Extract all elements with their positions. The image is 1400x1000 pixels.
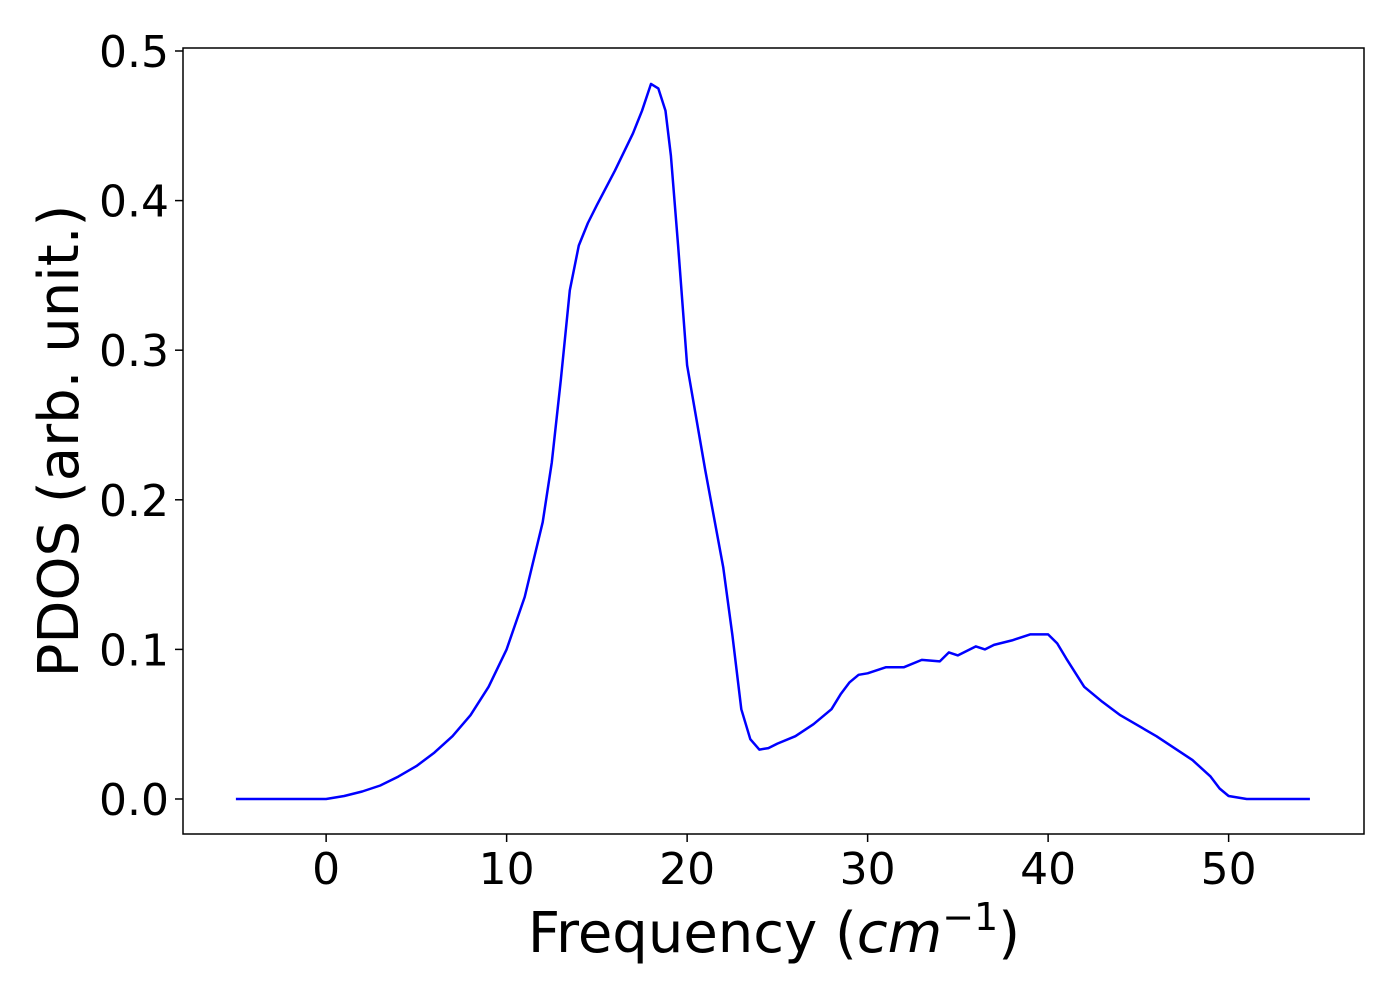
x-tick-label: 50	[1201, 844, 1257, 895]
y-tick-label: 0.1	[99, 625, 169, 676]
y-tick-label: 0.4	[99, 177, 169, 228]
x-tick-label: 40	[1020, 844, 1076, 895]
y-tick-label: 0.0	[99, 775, 169, 826]
data-line	[235, 82, 1310, 801]
y-axis-label: PDOS (arb. unit.)	[27, 205, 92, 678]
x-tick-label: 30	[840, 844, 896, 895]
y-tick-label: 0.3	[99, 326, 169, 377]
plot-frame	[182, 47, 1365, 835]
x-tick-label: 20	[659, 844, 715, 895]
y-tick-label: 0.5	[99, 27, 169, 78]
x-axis-label: Frequency (cm−1)	[528, 895, 1020, 966]
x-tick-label: 0	[312, 844, 340, 895]
y-tick-label: 0.2	[99, 476, 169, 527]
x-tick-label: 10	[479, 844, 535, 895]
